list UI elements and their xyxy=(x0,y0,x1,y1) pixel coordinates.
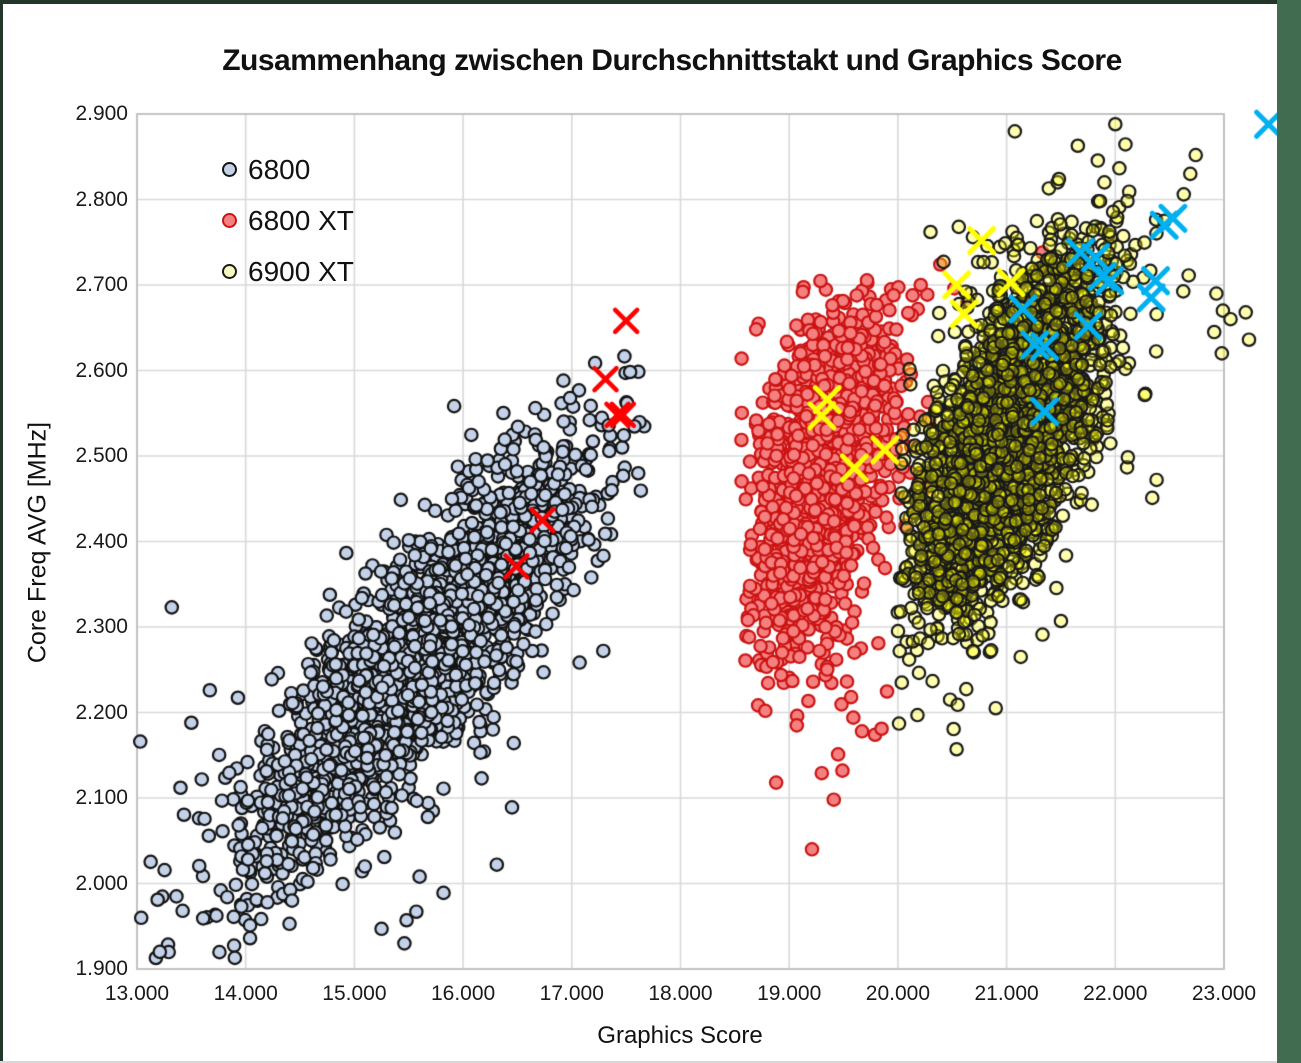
x-tick-label: 14.000 xyxy=(213,982,278,1005)
window-left-border xyxy=(0,0,3,1063)
y-tick-label: 2.100 xyxy=(75,786,128,809)
legend-marker-circle-6800xt xyxy=(222,213,237,228)
x-tick-label: 13.000 xyxy=(104,982,170,1005)
legend-label: 6800 xyxy=(248,153,311,185)
x-tick-label: 21.000 xyxy=(974,982,1039,1005)
y-tick-label: 2.600 xyxy=(75,358,128,382)
x-tick-label: 18.000 xyxy=(648,982,713,1005)
y-tick-label: 2.300 xyxy=(75,615,128,638)
legend: 6800 6800 XT 6900 XT xyxy=(222,144,354,297)
x-tick-label: 16.000 xyxy=(430,982,496,1005)
y-tick-label: 1.900 xyxy=(75,957,128,980)
y-tick-label: 2.400 xyxy=(75,529,128,553)
y-axis-title: Core Freq AVG [MHz] xyxy=(23,421,52,664)
chart-title: Zusammenhang zwischen Durchschnittstakt … xyxy=(222,44,1122,77)
desktop-side-band xyxy=(1277,0,1301,1063)
y-tick-label: 2.500 xyxy=(75,444,128,467)
x-tick-label: 19.000 xyxy=(757,982,822,1005)
y-tick-label: 2.700 xyxy=(75,273,128,296)
x-tick-label: 15.000 xyxy=(322,982,387,1005)
window-top-border xyxy=(0,0,1301,4)
y-tick-label: 2.900 xyxy=(75,102,128,125)
legend-label: 6800 XT xyxy=(248,204,354,236)
x-axis-title: Graphics Score xyxy=(597,1022,763,1049)
window-bottom-border xyxy=(0,1061,1277,1063)
x-tick-label: 17.000 xyxy=(539,982,604,1005)
legend-item-6800: 6800 xyxy=(222,144,354,195)
y-tick-label: 2.000 xyxy=(75,871,128,895)
x-tick-label: 23.000 xyxy=(1191,982,1257,1005)
legend-label: 6900 XT xyxy=(248,255,354,287)
x-tick-label: 20.000 xyxy=(865,982,930,1005)
legend-marker-circle-6900xt xyxy=(222,264,237,279)
legend-marker-circle-6800 xyxy=(222,162,237,177)
y-tick-label: 2.800 xyxy=(75,187,128,211)
y-tick-label: 2.200 xyxy=(75,700,128,724)
legend-item-6800xt: 6800 XT xyxy=(222,195,354,246)
legend-item-6900xt: 6900 XT xyxy=(222,246,354,297)
x-tick-label: 22.000 xyxy=(1083,982,1148,1005)
